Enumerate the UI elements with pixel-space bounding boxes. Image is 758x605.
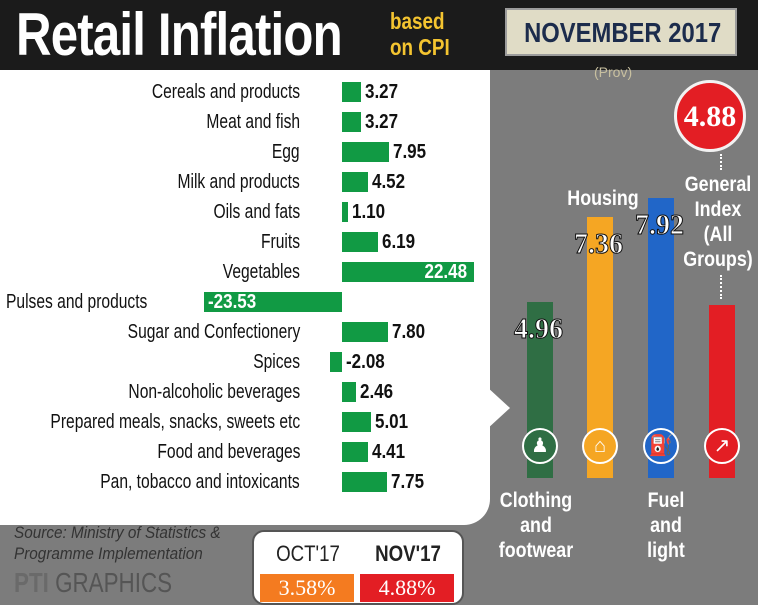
category-value-label: 22.48	[424, 261, 468, 283]
curr-month-value: 4.88%	[360, 574, 454, 602]
trend-chart-icon: ↗	[704, 428, 740, 464]
general-index-label-2: Index	[694, 198, 742, 221]
category-label: Pan, tobacco and intoxicants	[100, 471, 300, 493]
period-text: NOVEMBER 2017	[524, 17, 722, 48]
provisional-note: (Prov)	[594, 64, 633, 80]
pti-logo-mark: PTI	[14, 567, 49, 598]
housing-label-1: Housing	[567, 187, 639, 210]
category-value-label: 3.27	[365, 81, 399, 103]
comparison-box: OCT'17 NOV'17 3.58% 4.88%	[252, 530, 464, 605]
category-bar	[342, 382, 357, 402]
category-value-label: 7.95	[392, 141, 426, 163]
category-label: Sugar and Confectionery	[127, 321, 300, 343]
group-bar	[527, 302, 553, 478]
shirt-icon: ♟	[522, 428, 558, 464]
source-note: Source: Ministry of Statistics & Program…	[14, 522, 221, 564]
category-value-label: 2.46	[360, 381, 394, 403]
group-value-label: 4.96	[514, 314, 564, 346]
category-bar	[342, 232, 379, 252]
period-badge: NOVEMBER 2017	[505, 8, 737, 56]
category-value-label: 7.80	[391, 321, 425, 343]
subtitle-line-2: on CPI	[390, 34, 450, 60]
category-bar	[342, 82, 362, 102]
category-label: Vegetables	[222, 261, 300, 283]
category-label: Spices	[253, 351, 300, 373]
category-label: Egg	[272, 141, 300, 163]
category-bar	[342, 202, 349, 222]
category-label: Milk and products	[177, 171, 300, 193]
category-label: Non-alcoholic beverages	[128, 381, 300, 403]
category-value-label: 7.75	[391, 471, 425, 493]
source-line-1: Source: Ministry of Statistics &	[14, 523, 221, 542]
category-label: Prepared meals, snacks, sweets etc	[50, 411, 300, 433]
category-value-label: 5.01	[375, 411, 409, 433]
general-index-badge: 4.88	[674, 80, 746, 152]
category-bar	[342, 112, 362, 132]
general-index-label: General Index (All Groups)	[676, 172, 758, 272]
clothing-label-2: and	[520, 514, 552, 537]
general-index-label-1: General	[684, 173, 752, 196]
general-index-value: 4.88	[683, 100, 737, 133]
category-bar	[204, 292, 342, 312]
prev-month-label: OCT'17	[276, 541, 340, 566]
category-value-label: 4.41	[371, 441, 405, 463]
category-label: Cereals and products	[151, 81, 300, 103]
fuel-label: Fuel and light	[624, 488, 709, 563]
general-index-label-3: (All	[703, 223, 733, 246]
category-label: Food and beverages	[156, 441, 300, 463]
fuel-label-2: and	[650, 514, 682, 537]
category-panel: Cereals and products 3.27 Meat and fish 3.2…	[0, 70, 490, 525]
category-bar	[342, 262, 474, 282]
pti-logo-suffix: GRAPHICS	[55, 567, 173, 598]
curr-month-label: NOV'17	[375, 541, 441, 566]
housing-label: Housing	[561, 186, 646, 211]
category-value-label: 1.10	[352, 201, 386, 223]
group-bar	[587, 217, 613, 478]
fuel-nozzle-icon: ⛽	[643, 428, 679, 464]
category-bar	[342, 322, 388, 342]
category-value-label: 4.52	[372, 171, 406, 193]
header-bar: Retail Inflation based on CPI NOVEMBER 2…	[0, 0, 758, 70]
label-connector	[720, 275, 722, 299]
group-value-label: 7.36	[574, 229, 624, 261]
general-index-label-4: Groups)	[683, 248, 753, 271]
source-line-2: Programme Implementation	[14, 544, 203, 563]
category-label: Oils and fats	[213, 201, 300, 223]
pti-logo: PTI GRAPHICS	[14, 567, 172, 599]
chart-subtitle: based on CPI	[390, 8, 450, 60]
category-bar	[329, 352, 342, 372]
category-label: Fruits	[261, 231, 300, 253]
group-bar	[648, 197, 674, 478]
category-label: Pulses and products	[6, 291, 148, 313]
subtitle-line-1: based	[390, 8, 445, 34]
clothing-label-1: Clothing	[499, 489, 573, 512]
badge-connector	[720, 154, 722, 170]
prev-month-value: 3.58%	[260, 574, 354, 602]
category-bar	[342, 172, 369, 192]
category-value-label: 3.27	[365, 111, 399, 133]
fuel-label-1: Fuel	[647, 489, 685, 512]
group-bar	[709, 305, 735, 478]
panel-pointer	[486, 386, 510, 430]
clothing-label: Clothing and footwear	[494, 488, 579, 563]
category-label: Meat and fish	[206, 111, 300, 133]
category-bar	[342, 442, 368, 462]
house-icon: ⌂	[582, 428, 618, 464]
category-bar	[342, 412, 372, 432]
category-value-label: -23.53	[208, 291, 257, 313]
clothing-label-3: footwear	[498, 539, 574, 562]
chart-title: Retail Inflation	[16, 1, 343, 68]
category-bar	[342, 472, 388, 492]
fuel-label-3: light	[647, 539, 685, 562]
category-value-label: -2.08	[346, 351, 385, 373]
category-value-label: 6.19	[382, 231, 416, 253]
category-bar	[342, 142, 389, 162]
